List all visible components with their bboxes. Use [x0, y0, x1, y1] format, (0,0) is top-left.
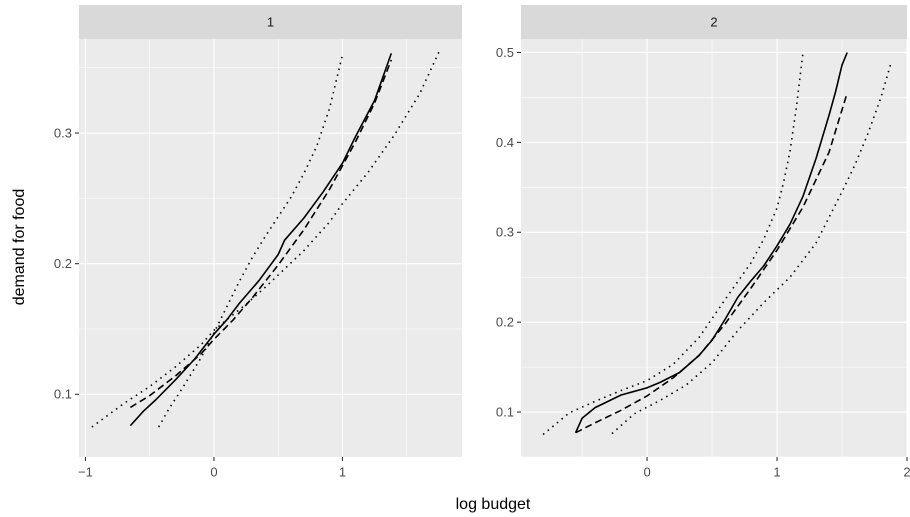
- x-tick-label: 0: [210, 464, 217, 479]
- y-tick-label: 0.5: [496, 45, 514, 60]
- curve-dotted: [91, 51, 440, 428]
- curve-dotted: [158, 54, 344, 428]
- x-tick-label: 0: [643, 464, 650, 479]
- y-tick-label: 0.3: [54, 125, 72, 140]
- curve-solid: [574, 52, 848, 434]
- panel-background: [79, 39, 462, 457]
- panel-1: 1 −1 0 1 0.1 0.2 0.3: [54, 5, 462, 479]
- curve-dashed: [575, 92, 848, 434]
- y-tick-label: 0.3: [496, 225, 514, 240]
- y-tick-label: 0.2: [496, 315, 514, 330]
- x-tick-label: 1: [773, 464, 780, 479]
- y-axis-title: demand for food: [11, 189, 28, 306]
- x-tick-label: −1: [78, 464, 93, 479]
- y-tick-label: 0.4: [496, 135, 514, 150]
- curve-dashed: [129, 59, 393, 409]
- y-tick-label: 0.1: [496, 404, 514, 419]
- x-tick-label: 1: [339, 464, 346, 479]
- x-axis-title: log budget: [456, 496, 531, 513]
- panel-background: [521, 39, 907, 457]
- y-tick-label: 0.2: [54, 256, 72, 271]
- facet-strip: [79, 5, 462, 39]
- x-tick-label: 2: [903, 464, 910, 479]
- facet-strip-label: 1: [267, 14, 274, 29]
- facet-strip: [521, 5, 907, 39]
- y-tick-label: 0.1: [54, 387, 72, 402]
- curve-dotted: [542, 52, 804, 436]
- facet-strip-label: 2: [710, 14, 717, 29]
- panel-2: 2 0 1 2 0.1 0.2 0.3 0.4 0.5: [496, 5, 910, 479]
- curve-solid: [129, 53, 393, 427]
